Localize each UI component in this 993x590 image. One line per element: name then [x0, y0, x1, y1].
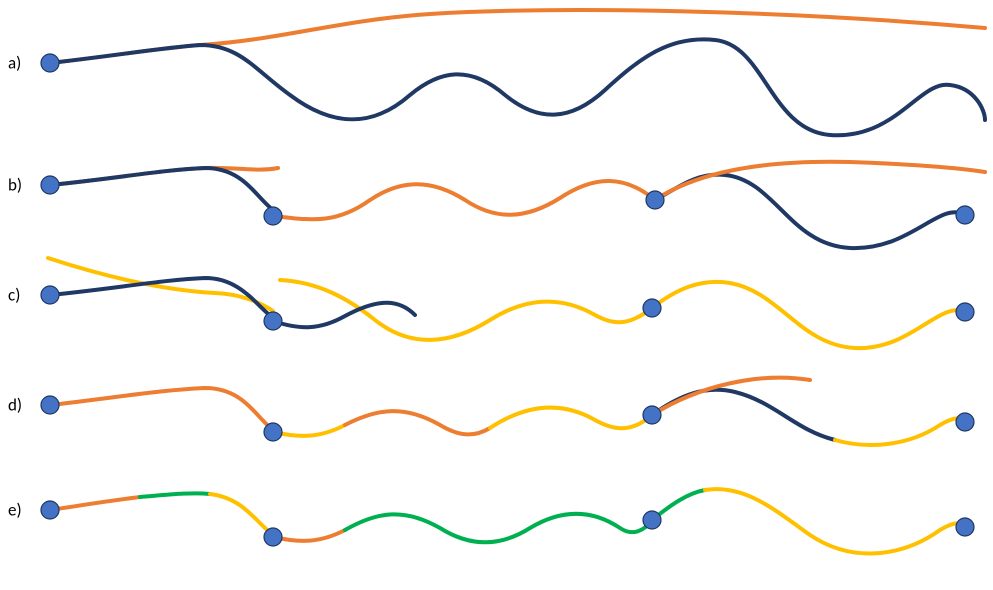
node-c-3	[956, 303, 974, 321]
row-label-e: e)	[8, 500, 22, 521]
row-label-d: d)	[8, 395, 22, 416]
row-label-a: a)	[8, 53, 21, 74]
node-b-3	[956, 206, 974, 224]
curve-c-2	[280, 280, 652, 340]
curve-b-1	[50, 168, 273, 210]
row-label-b: b)	[8, 175, 22, 196]
curve-e-2	[210, 494, 273, 535]
node-d-2	[643, 406, 661, 424]
node-c-0	[41, 286, 59, 304]
curve-e-4	[345, 514, 652, 543]
row-d	[41, 378, 974, 445]
diagram-canvas	[0, 0, 993, 590]
curve-d-1	[273, 425, 345, 436]
node-b-0	[41, 176, 59, 194]
node-d-0	[41, 396, 59, 414]
node-b-1	[264, 207, 282, 225]
curve-d-3	[490, 408, 652, 429]
node-e-2	[643, 511, 661, 529]
curve-d-6	[835, 418, 965, 445]
curve-d-4	[652, 390, 835, 440]
row-a	[41, 10, 985, 135]
curve-e-3	[273, 530, 345, 541]
node-e-3	[956, 518, 974, 536]
row-c	[41, 258, 974, 348]
curve-c-0	[48, 258, 273, 311]
node-e-0	[41, 501, 59, 519]
curve-d-0	[50, 388, 273, 430]
node-d-3	[956, 413, 974, 431]
curve-d-5	[652, 378, 810, 415]
row-label-c: c)	[8, 285, 20, 306]
curve-e-1	[140, 493, 210, 497]
node-d-1	[264, 423, 282, 441]
curve-d-2	[345, 411, 490, 434]
node-e-1	[264, 528, 282, 546]
curve-b-2	[273, 181, 655, 219]
row-e	[41, 489, 974, 553]
curve-b-4	[655, 162, 985, 200]
node-b-2	[646, 191, 664, 209]
curve-a-1	[50, 39, 985, 135]
curve-a-0	[50, 10, 985, 63]
node-c-1	[264, 312, 282, 330]
curve-c-4	[652, 282, 965, 348]
node-c-2	[643, 299, 661, 317]
row-b	[41, 162, 985, 248]
curve-b-3	[655, 175, 965, 248]
curve-e-0	[50, 497, 140, 510]
curve-e-6	[705, 489, 965, 553]
curve-c-3	[273, 303, 415, 327]
node-a-0	[41, 54, 59, 72]
